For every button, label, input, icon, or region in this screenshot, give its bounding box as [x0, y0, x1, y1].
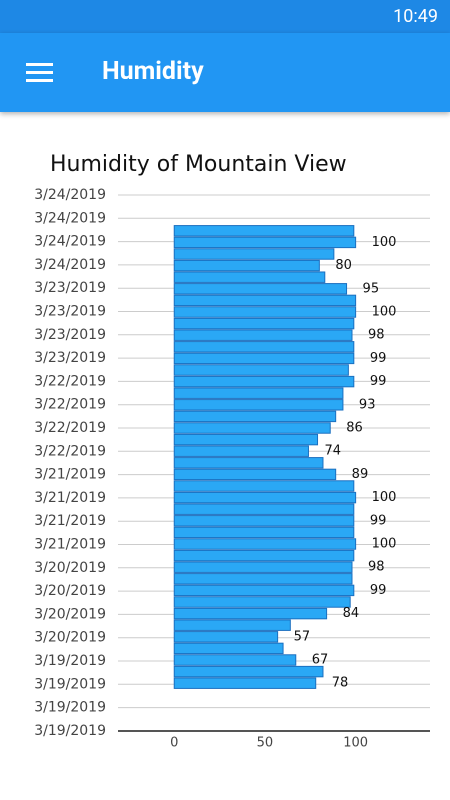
bar: [173, 352, 355, 365]
data-label: 89: [352, 467, 369, 482]
bar: [173, 665, 324, 678]
bar: [173, 364, 349, 376]
y-tick-label: 3/23/2019: [34, 304, 106, 320]
bar: [173, 515, 355, 527]
bar: [173, 306, 357, 318]
y-tick-label: 3/22/2019: [34, 443, 106, 459]
data-label: 100: [372, 537, 397, 552]
status-bar: 10:49: [0, 0, 450, 33]
y-tick-label: 3/21/2019: [34, 467, 106, 483]
bar: [173, 399, 344, 411]
bar: [173, 225, 355, 237]
menu-button[interactable]: [26, 63, 53, 87]
y-tick-label: 3/19/2019: [34, 653, 106, 669]
y-tick-label: 3/21/2019: [34, 513, 106, 529]
y-tick-label: 3/23/2019: [34, 350, 106, 366]
y-tick-label: 3/21/2019: [34, 490, 106, 506]
bar: [173, 387, 344, 399]
bar: [173, 654, 297, 666]
data-label: 80: [335, 258, 352, 273]
data-label: 78: [332, 676, 349, 691]
bar: [173, 549, 355, 562]
bar: [173, 259, 320, 272]
bar: [173, 642, 284, 655]
bar: [173, 607, 328, 620]
data-label: 57: [294, 629, 311, 644]
bar: [173, 375, 355, 388]
bar: [173, 584, 355, 597]
bar: [173, 236, 357, 249]
data-label: 100: [372, 490, 397, 505]
bar: [173, 317, 355, 330]
y-tick-label: 3/24/2019: [34, 187, 106, 203]
bar: [173, 538, 357, 550]
x-tick-label: 50: [257, 736, 274, 751]
bar: [173, 561, 353, 573]
bar: [173, 526, 355, 539]
data-label: 99: [370, 374, 387, 389]
data-label: 99: [370, 583, 387, 598]
y-tick-label: 3/22/2019: [34, 420, 106, 436]
bar: [173, 341, 355, 353]
chart-title: Humidity of Mountain View: [50, 152, 347, 177]
y-tick-label: 3/23/2019: [34, 327, 106, 343]
bar: [173, 422, 331, 434]
y-tick-label: 3/20/2019: [34, 630, 106, 646]
y-tick-label: 3/21/2019: [34, 537, 106, 553]
bar: [173, 283, 348, 295]
data-label: 74: [324, 444, 341, 459]
y-tick-label: 3/20/2019: [34, 606, 106, 622]
app-bar: Humidity: [0, 33, 450, 112]
y-tick-label: 3/20/2019: [34, 560, 106, 576]
x-tick-label: 100: [343, 736, 368, 751]
data-label: 98: [368, 328, 385, 343]
chart: Humidity of Mountain View 3/24/2019 3/24/…: [34, 152, 430, 751]
data-label: 99: [370, 513, 387, 528]
data-label: 100: [372, 305, 397, 320]
bar: [173, 573, 353, 585]
bar: [173, 329, 353, 341]
y-tick-label: 3/19/2019: [34, 676, 106, 692]
y-tick-label: 3/23/2019: [34, 280, 106, 296]
bar: [173, 433, 319, 446]
bar: [173, 480, 355, 492]
data-label: 98: [368, 560, 385, 575]
bar: [173, 445, 309, 457]
data-label: 100: [372, 235, 397, 250]
bar: [173, 468, 337, 481]
clock: 10:49: [393, 6, 438, 27]
bar: [173, 491, 357, 504]
data-label: 99: [370, 351, 387, 366]
bar: [173, 294, 357, 307]
bar: [173, 248, 335, 260]
data-label: 84: [343, 606, 360, 621]
bar: [173, 410, 337, 423]
app-title: Humidity: [102, 57, 204, 86]
y-tick-label: 3/20/2019: [34, 583, 106, 599]
bar: [173, 503, 355, 515]
data-label: 93: [359, 397, 376, 412]
bar: [173, 596, 351, 608]
bar: [173, 631, 279, 643]
y-tick-label: 3/24/2019: [34, 234, 106, 250]
y-tick-label: 3/24/2019: [34, 210, 106, 226]
data-label: 67: [312, 653, 329, 668]
bar: [173, 677, 317, 689]
bar: [173, 457, 324, 469]
bar: [173, 619, 291, 631]
y-tick-label: 3/24/2019: [34, 257, 106, 273]
x-tick-label: 0: [170, 736, 178, 751]
y-tick-label: 3/19/2019: [34, 723, 106, 739]
bar: [173, 271, 326, 283]
y-tick-label: 3/22/2019: [34, 397, 106, 413]
y-tick-label: 3/22/2019: [34, 373, 106, 389]
data-label: 86: [346, 421, 363, 436]
data-label: 95: [363, 281, 380, 296]
y-tick-label: 3/19/2019: [34, 700, 106, 716]
